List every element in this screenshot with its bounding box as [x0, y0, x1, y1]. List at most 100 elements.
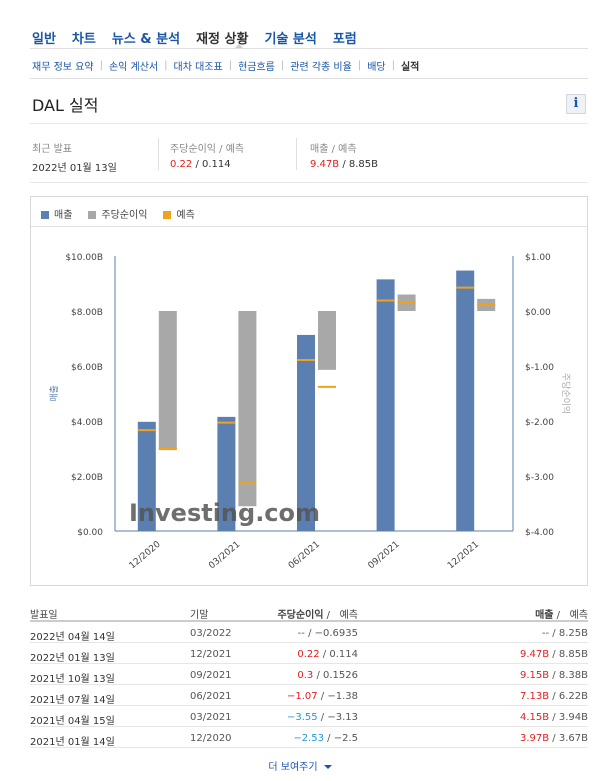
nav-financials[interactable]: 재정 상황	[196, 32, 249, 47]
row-revenue-forecast: 8.38B	[558, 670, 588, 681]
row-eps: −3.55 / −3.13	[286, 712, 358, 723]
left-tick-label: $0.00	[77, 528, 103, 538]
row-date: 2021년 07월 14일	[30, 695, 115, 706]
right-tick-label: $-3.00	[525, 473, 554, 483]
row-eps-forecast: 0.114	[329, 649, 358, 660]
row-eps-actual: −2.53	[293, 733, 324, 744]
nav-technical[interactable]: 기술 분석	[264, 32, 317, 47]
show-more-button[interactable]: 더 보여주기	[0, 758, 600, 773]
divider	[30, 48, 588, 49]
latest-release-date: 2022년 01월 13일	[32, 163, 117, 174]
row-revenue: 7.13B / 6.22B	[519, 691, 588, 702]
row-period: 03/2021	[190, 712, 232, 723]
row-eps: −1.07 / −1.38	[286, 691, 358, 702]
table-row: 2021년 10월 13일 09/2021 0.3 / 0.1526 9.15B / …	[30, 664, 588, 685]
row-revenue: 9.47B / 8.85B	[519, 649, 588, 660]
legend-eps-swatch	[88, 211, 97, 219]
watermark-logo: Investing.com	[129, 499, 320, 527]
right-tick-label: $-2.00	[525, 418, 554, 428]
row-revenue: 9.15B / 8.38B	[519, 670, 588, 681]
revenue-actual: 9.47B	[310, 159, 340, 170]
eps-bar	[158, 311, 177, 451]
latest-release-label: 최근 발표	[32, 144, 72, 155]
left-tick-label: $10.00B	[65, 253, 103, 263]
subnav-earnings[interactable]: 실적	[400, 62, 420, 73]
nav-general[interactable]: 일반	[32, 32, 56, 47]
row-revenue-forecast: 8.85B	[558, 649, 588, 660]
nav-news[interactable]: 뉴스 & 분석	[111, 32, 181, 47]
legend-eps[interactable]: 주당순이익	[88, 206, 147, 221]
row-revenue-forecast: 3.94B	[558, 712, 588, 723]
col-date: 발표일	[30, 610, 58, 621]
right-tick-label: $0.00	[525, 308, 551, 318]
x-tick-label: 09/2021	[366, 540, 401, 572]
row-date: 2022년 01월 13일	[30, 653, 115, 664]
sub-nav: 재무 정보 요약 | 손익 계산서 | 대차 대조표 | 현금흐름 | 관련 각종 비율…	[32, 60, 420, 73]
row-date: 2021년 04월 15일	[30, 716, 115, 727]
eps-summary-label: 주당순이익 / 예측	[170, 144, 245, 155]
revenue-bar	[456, 270, 475, 531]
revenue-summary-label: 매출 / 예측	[310, 144, 357, 155]
divider	[31, 226, 587, 227]
eps-actual: 0.22	[170, 159, 193, 170]
row-eps: −2.53 / −2.5	[293, 733, 358, 744]
divider	[158, 138, 159, 170]
left-axis-label: 매출	[49, 385, 60, 402]
row-revenue-actual: 9.15B	[519, 670, 550, 681]
row-eps-actual: −1.07	[286, 691, 318, 702]
left-tick-label: $8.00B	[71, 308, 103, 318]
row-period: 12/2021	[190, 649, 232, 660]
legend-forecast[interactable]: 예측	[163, 206, 195, 221]
earnings-table: 발표일 기말 주당순이익 / 예측 매출 / 예측 2022년 04월 14일 0…	[30, 597, 588, 748]
subnav-balance[interactable]: 대차 대조표	[173, 62, 223, 73]
left-tick-label: $2.00B	[71, 473, 103, 483]
row-revenue-actual: 9.47B	[519, 649, 550, 660]
row-eps-forecast: −3.13	[327, 712, 358, 723]
row-period: 06/2021	[190, 691, 232, 702]
divider	[30, 78, 588, 79]
row-period: 09/2021	[190, 670, 232, 681]
revenue-bar	[297, 334, 315, 531]
earnings-chart: 매출 주당순이익 예측 $0.00 $2.00B $4.00B $6.00B $8.00…	[30, 196, 588, 586]
page-title: DAL 실적	[32, 96, 99, 115]
nav-forum[interactable]: 포럼	[332, 32, 357, 47]
legend-revenue[interactable]: 매출	[41, 206, 72, 221]
subnav-summary[interactable]: 재무 정보 요약	[32, 62, 94, 73]
subnav-cashflow[interactable]: 현금흐름	[238, 62, 275, 73]
table-header: 발표일 기말 주당순이익 / 예측 매출 / 예측	[30, 597, 588, 622]
legend-forecast-swatch	[163, 211, 172, 219]
chart-plot: $0.00 $2.00B $4.00B $6.00B $8.00B $10.00B $-4.…	[49, 253, 572, 572]
x-tick-label: 03/2021	[207, 540, 242, 572]
chart-legend: 매출 주당순이익 예측	[41, 206, 195, 221]
subnav-ratios[interactable]: 관련 각종 비율	[290, 62, 352, 73]
subnav-dividends[interactable]: 배당	[367, 62, 386, 73]
right-axis-label: 주당순이익	[560, 373, 572, 414]
revenue-bar	[376, 279, 395, 531]
latest-release: 최근 발표 2022년 01월 13일	[32, 140, 117, 174]
col-eps: 주당순이익 / 예측	[277, 610, 358, 621]
revenue-bar	[217, 416, 236, 531]
revenue-bar	[137, 421, 156, 531]
table-row: 2022년 04월 14일 03/2022 -- / −0.6935 -- / 8.2…	[30, 622, 588, 643]
x-tick-label: 12/2020	[128, 539, 163, 571]
row-eps: -- / −0.6935	[297, 628, 358, 639]
row-date: 2022년 04월 14일	[30, 632, 115, 643]
table-row: 2021년 04월 15일 03/2021 −3.55 / −3.13 4.15B /…	[30, 706, 588, 727]
revenue-summary: 매출 / 예측 9.47B / 8.85B	[310, 140, 378, 170]
row-revenue-forecast: 6.22B	[558, 691, 588, 702]
subnav-income[interactable]: 손익 계산서	[108, 62, 159, 73]
col-period: 기말	[190, 610, 209, 621]
divider	[296, 138, 297, 170]
row-revenue-actual: 7.13B	[519, 691, 550, 702]
divider	[30, 123, 588, 124]
row-revenue: -- / 8.25B	[541, 628, 588, 639]
row-eps: 0.3 / 0.1526	[297, 670, 358, 681]
row-revenue: 4.15B / 3.94B	[519, 712, 588, 723]
nav-chart[interactable]: 차트	[71, 32, 96, 47]
info-icon[interactable]: i	[566, 94, 586, 114]
x-tick-label: 06/2021	[287, 540, 322, 572]
row-eps-forecast: −1.38	[327, 691, 358, 702]
table-body: 2022년 04월 14일 03/2022 -- / −0.6935 -- / 8.2…	[30, 622, 588, 748]
left-tick-label: $6.00B	[71, 363, 103, 373]
row-revenue-actual: 3.97B	[519, 733, 550, 744]
